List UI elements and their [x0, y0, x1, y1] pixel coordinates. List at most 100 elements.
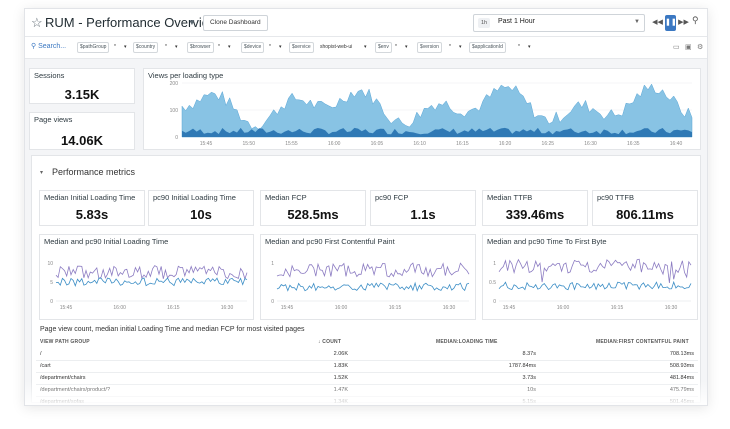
sessions-value: 3.15K — [64, 87, 100, 102]
views-area-chart[interactable]: 200 100 0 15:45 15:50 15:55 16:00 16:05 16:10 16:… — [144, 69, 700, 149]
widget-title: Median and pc90 Time To First Byte — [487, 237, 607, 246]
timeseries-chart[interactable]: 1 0.5 0 15:45 16:00 16:15 16:30 — [483, 235, 697, 319]
table-row[interactable]: /department/chairs 1.52K 3.73s 481.84ms — [36, 373, 698, 385]
metric-median-ttfb: Median TTFB 339.46ms — [482, 190, 588, 226]
filter-chip-country[interactable]: $country — [133, 42, 159, 53]
column-header-count[interactable]: ↓ COUNT — [318, 339, 342, 345]
y-tick-label: 0.5 — [489, 280, 496, 286]
filter-value[interactable]: * — [518, 44, 520, 50]
filter-chip-pathgroup[interactable]: $pathGroup — [77, 42, 110, 53]
filter-value[interactable]: * — [114, 44, 116, 50]
filter-value[interactable]: shopist-web-ui — [320, 44, 353, 50]
metric-title: Median Initial Loading Time — [44, 193, 136, 202]
chevron-down-icon[interactable]: ▾ — [459, 44, 462, 50]
table-row[interactable]: / 2.06K 8.37s 708.13ms — [36, 349, 698, 361]
column-header-fcp[interactable]: MEDIAN:FIRST CONTENTFUL PAINT — [596, 339, 689, 345]
chevron-down-icon[interactable]: ▾ — [228, 44, 231, 50]
filter-value[interactable]: * — [218, 44, 220, 50]
cell-fcp: 475.79ms — [669, 387, 694, 393]
filter-value[interactable]: * — [395, 44, 397, 50]
cell-loading-time: 1787.84ms — [508, 363, 536, 369]
area-series — [181, 83, 693, 138]
cell-path: / — [40, 351, 42, 357]
timeseries-chart[interactable]: 10 5 0 15:45 16:00 16:15 16:30 — [40, 235, 253, 319]
cell-count: 2.06K — [333, 351, 348, 357]
metric-median-initial-loading-time: Median Initial Loading Time 5.83s — [39, 190, 145, 226]
filter-chip-service[interactable]: $service — [289, 42, 314, 53]
pc90-line — [276, 262, 470, 278]
template-variable-bar: ⚲ Search... $pathGroup * ▾ $country * ▾ … — [25, 37, 707, 59]
x-tick-label: 15:45 — [503, 305, 516, 311]
filter-chip-version[interactable]: $version — [417, 42, 442, 53]
filter-value[interactable]: * — [269, 44, 271, 50]
chevron-down-icon[interactable]: ▾ — [405, 44, 408, 50]
time-range-badge: 1h — [478, 18, 491, 28]
page-views-value: 14.06K — [61, 133, 103, 148]
chevron-down-icon[interactable]: ▾ — [124, 44, 127, 50]
search-icon[interactable]: ⚲ — [692, 15, 699, 25]
gear-icon[interactable]: ⚙ — [697, 44, 704, 51]
pc90-line — [55, 265, 248, 281]
cell-loading-time: 10s — [527, 387, 536, 393]
table-row[interactable]: /department/sofas 1.34K 5.15s 501.45ms — [36, 397, 698, 405]
cell-count: 1.47K — [333, 387, 348, 393]
star-icon[interactable]: ☆ — [31, 15, 43, 30]
cell-path: /department/sofas — [40, 399, 85, 405]
y-tick-label: 0 — [50, 299, 53, 305]
y-tick-label: 1 — [271, 261, 274, 267]
x-tick-label: 16:00 — [328, 141, 341, 147]
dashboard-title: RUM - Performance Overview — [45, 15, 219, 30]
pause-icon[interactable]: ❚❚ — [665, 15, 677, 31]
timeseries-initial-loading-time: Median and pc90 Initial Loading Time 10 5… — [39, 234, 254, 320]
x-tick-label: 16:15 — [389, 305, 402, 311]
tv-mode-icon[interactable]: ▣ — [685, 44, 692, 51]
cell-count: 1.83K — [333, 363, 348, 369]
metric-pc90-initial-loading-time: pc90 Initial Loading Time 10s — [148, 190, 254, 226]
timeseries-first-contentful-paint: Median and pc90 First Contentful Paint 1… — [260, 234, 476, 320]
median-line — [498, 280, 692, 291]
filter-chip-browser[interactable]: $browser — [187, 42, 214, 53]
filter-chip-device[interactable]: $device — [241, 42, 265, 53]
x-tick-label: 16:25 — [542, 141, 555, 147]
sessions-widget: Sessions 3.15K — [29, 68, 135, 104]
y-tick-label: 1 — [493, 261, 496, 267]
x-tick-label: 15:45 — [60, 305, 73, 311]
time-range-selector[interactable]: 1h Past 1 Hour ▼ — [473, 14, 645, 32]
search-button[interactable]: ⚲ Search... — [31, 43, 67, 50]
x-tick-label: 16:35 — [627, 141, 640, 147]
filter-chip-env[interactable]: $env — [375, 42, 392, 53]
chevron-down-icon[interactable]: ▾ — [279, 44, 282, 50]
filter-value[interactable]: * — [449, 44, 451, 50]
metric-title: pc90 TTFB — [597, 193, 634, 202]
chevron-down-icon[interactable]: ▾ — [40, 170, 44, 176]
cell-loading-time: 5.15s — [522, 399, 536, 405]
table-title: Page view count, median initial Loading … — [40, 326, 305, 333]
table-row[interactable]: /cart 1.83K 1787.84ms 508.93ms — [36, 361, 698, 373]
filter-value[interactable]: * — [165, 44, 167, 50]
x-tick-label: 16:00 — [113, 305, 126, 311]
cell-path: /department/chairs — [40, 375, 86, 381]
x-tick-label: 16:00 — [335, 305, 348, 311]
x-tick-label: 16:30 — [584, 141, 597, 147]
y-tick-label: 10 — [47, 261, 53, 267]
pc90-line — [498, 258, 692, 283]
timeseries-chart[interactable]: 1 0 15:45 16:00 16:15 16:30 — [261, 235, 475, 319]
rewind-icon[interactable]: ◀◀ — [652, 19, 663, 26]
chevron-down-icon[interactable]: ▾ — [528, 44, 531, 50]
x-tick-label: 16:05 — [371, 141, 384, 147]
table-row[interactable]: /department/chairs/product/? 1.47K 10s 4… — [36, 385, 698, 397]
column-header-loading-time[interactable]: MEDIAN:LOADING TIME — [436, 339, 498, 345]
chevron-down-icon[interactable]: ▼ — [188, 18, 196, 27]
chevron-down-icon[interactable]: ▾ — [364, 44, 367, 50]
column-header-path[interactable]: VIEW PATH GROUP — [40, 339, 90, 345]
area-series — [182, 127, 692, 137]
x-tick-label: 16:15 — [611, 305, 624, 311]
chevron-down-icon[interactable]: ▾ — [175, 44, 178, 50]
fast-forward-icon[interactable]: ▶▶ — [678, 19, 689, 26]
cell-fcp: 708.13ms — [669, 351, 694, 357]
y-tick-label: 200 — [170, 81, 179, 87]
keyboard-icon[interactable]: ▭ — [673, 44, 680, 51]
clone-dashboard-button[interactable]: Clone Dashboard — [203, 15, 268, 31]
y-tick-label: 0 — [271, 299, 274, 305]
filter-chip-applicationid[interactable]: $applicationId — [469, 42, 506, 53]
